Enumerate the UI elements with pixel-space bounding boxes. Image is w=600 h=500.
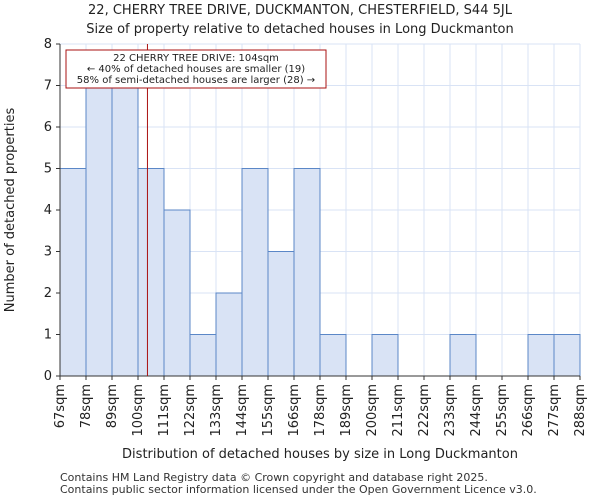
annotation-line-1: 22 CHERRY TREE DRIVE: 104sqm: [113, 53, 279, 64]
bar-100sqm: [137, 168, 165, 377]
x-tick-label: 100sqm: [131, 384, 146, 437]
chart-title: 22, CHERRY TREE DRIVE, DUCKMANTON, CHEST…: [88, 3, 513, 18]
bar-111sqm: [163, 209, 191, 377]
y-tick-label: 1: [44, 328, 52, 343]
bar-133sqm: [215, 292, 243, 377]
bar-67sqm: [59, 168, 87, 377]
x-tick-label: 288sqm: [573, 384, 588, 437]
x-tick-label: 78sqm: [79, 384, 94, 428]
chart-subtitle: Size of property relative to detached ho…: [86, 22, 513, 37]
x-tick-label: 89sqm: [105, 384, 120, 428]
bar-122sqm: [189, 334, 217, 377]
annotation-box: [65, 49, 327, 89]
x-tick-label: 155sqm: [261, 384, 276, 437]
bar-266sqm: [527, 334, 555, 377]
bar-144sqm: [241, 168, 269, 377]
y-tick-label: 6: [44, 120, 52, 135]
bar-89sqm: [111, 85, 139, 377]
y-tick-label: 7: [44, 79, 52, 94]
x-tick-label: 67sqm: [53, 384, 68, 428]
x-tick-label: 144sqm: [235, 384, 250, 437]
x-tick-label: 122sqm: [183, 384, 198, 437]
bar-178sqm: [319, 334, 347, 377]
bar-277sqm: [553, 334, 581, 377]
y-tick-label: 4: [44, 203, 52, 218]
x-tick-label: 277sqm: [547, 384, 562, 437]
y-tick-label: 5: [44, 162, 52, 177]
y-tick-label: 3: [44, 245, 52, 260]
y-tick-label: 2: [44, 286, 52, 301]
x-tick-label: 222sqm: [417, 384, 432, 437]
y-tick-labels: 0 1 2 3 4 5 6 7 8: [44, 37, 60, 384]
bar-233sqm: [449, 334, 477, 377]
footer-line-2: Contains public sector information licen…: [60, 483, 537, 496]
x-tick-label: 166sqm: [287, 384, 302, 437]
x-tick-label: 111sqm: [157, 384, 172, 437]
x-tick-label: 133sqm: [209, 384, 224, 437]
x-tick-label: 255sqm: [495, 384, 510, 437]
x-tick-label: 178sqm: [313, 384, 328, 437]
x-tick-labels: 67sqm 78sqm 89sqm 100sqm 111sqm 122sqm 133sqm 1…: [53, 376, 588, 437]
bar-78sqm: [85, 85, 113, 377]
bar-166sqm: [293, 168, 321, 377]
annotation-line-2: ← 40% of detached houses are smaller (19…: [87, 64, 305, 75]
annotation-line-3: 58% of semi-detached houses are larger (…: [77, 75, 315, 86]
footer-line-1: Contains HM Land Registry data © Crown c…: [60, 471, 488, 484]
x-tick-label: 189sqm: [339, 384, 354, 437]
y-axis-label: Number of detached properties: [3, 108, 18, 313]
bars: [59, 85, 581, 377]
x-tick-label: 244sqm: [469, 384, 484, 437]
x-tick-label: 233sqm: [443, 384, 458, 437]
x-tick-label: 211sqm: [391, 384, 406, 437]
marker-annotation: 22 CHERRY TREE DRIVE: 104sqm ← 40% of de…: [65, 49, 327, 89]
bar-155sqm: [267, 251, 295, 377]
bar-200sqm: [371, 334, 399, 377]
x-tick-label: 200sqm: [365, 384, 380, 437]
y-tick-label: 0: [44, 369, 52, 384]
y-tick-label: 8: [44, 37, 52, 52]
x-tick-label: 266sqm: [521, 384, 536, 437]
x-axis-label: Distribution of detached houses by size …: [122, 447, 518, 462]
